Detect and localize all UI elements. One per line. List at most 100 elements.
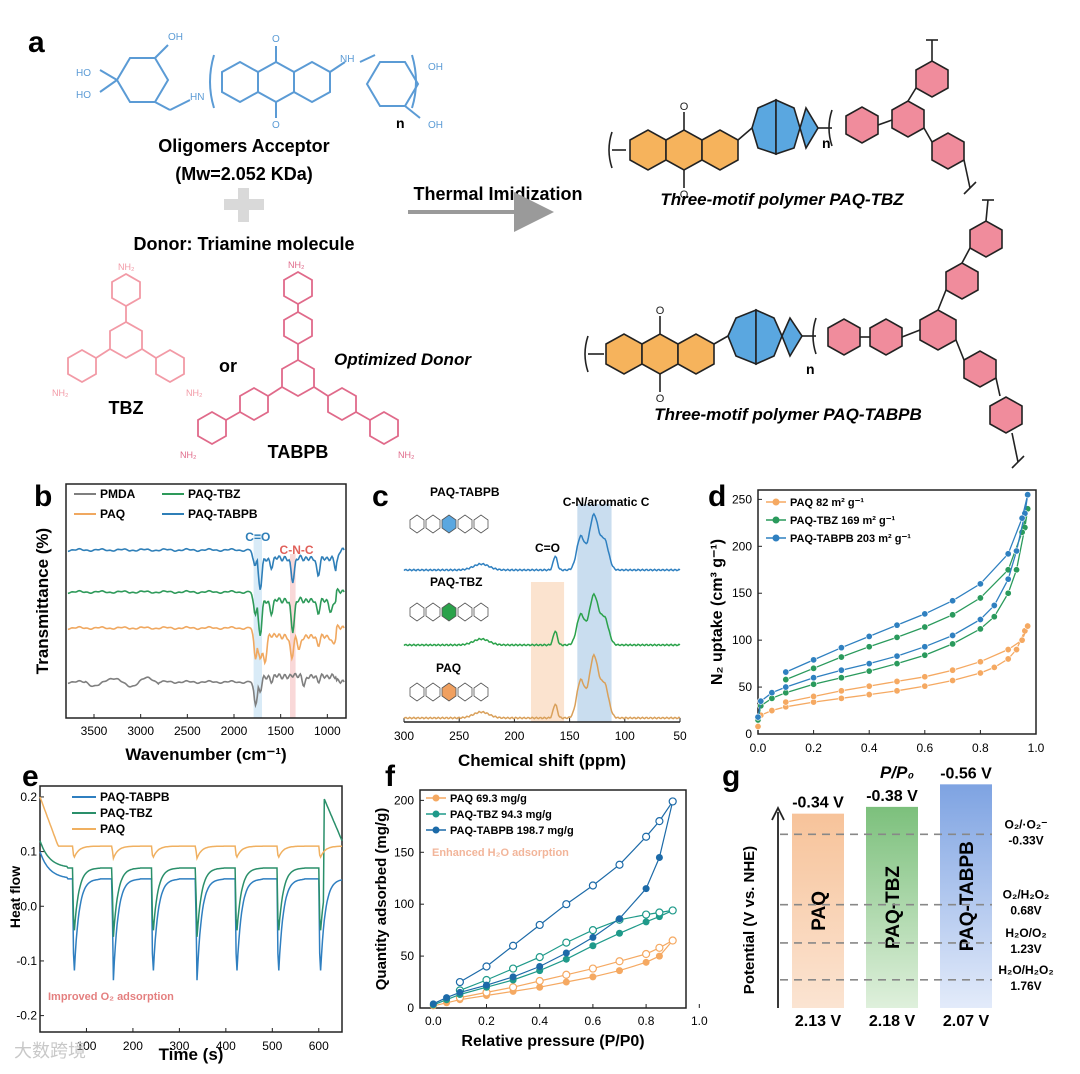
desorption-point (668, 906, 677, 915)
legend-label: PAQ-TABPB 198.7 mg/g (450, 825, 574, 837)
annotation: Enhanced H₂O adsorption (432, 847, 569, 859)
y-axis-arrowhead (771, 805, 785, 821)
data-point (976, 658, 984, 666)
oligomer-n: n (396, 115, 405, 131)
series-line-paq (67, 623, 345, 666)
adsorption-point (642, 918, 650, 926)
adsorption-point (589, 933, 597, 941)
oligomer-mw: (Mw=2.052 KDa) (175, 164, 313, 184)
x-tick-label: 100 (76, 1039, 96, 1053)
data-point (1004, 575, 1012, 583)
adsorption-point (443, 994, 451, 1002)
panel-label-a: a (28, 26, 45, 59)
x-tick-label: 0.6 (585, 1014, 602, 1028)
data-point (921, 610, 929, 618)
svg-text:O: O (272, 34, 280, 45)
x-tick-label: 300 (169, 1039, 189, 1053)
band-cnc (290, 554, 296, 718)
adsorption-point (589, 942, 597, 950)
legend-label: PAQ-TBZ 94.3 mg/g (450, 809, 552, 821)
tbz-label: TBZ (109, 398, 144, 418)
tabpb-label: TABPB (268, 442, 329, 462)
data-point (754, 713, 762, 721)
x-tick-label: 0.2 (805, 741, 822, 755)
band-bar-paq (792, 813, 844, 1008)
desorption-point (641, 949, 651, 959)
x-axis-label: P/P₀ (880, 763, 914, 782)
data-point (810, 656, 818, 664)
y-tick-label: 250 (732, 492, 752, 506)
adsorption-point (616, 915, 623, 923)
data-point (976, 616, 984, 624)
data-point (1013, 646, 1021, 654)
redox-level-name: O₂/·O₂⁻ (1005, 817, 1048, 831)
adsorption-point (483, 981, 490, 989)
plus-icon (224, 188, 264, 222)
x-tick-label: 0.8 (972, 741, 989, 755)
legend-label: PAQ-TABPB 203 m² g⁻¹ (790, 533, 911, 545)
desorption-point (562, 938, 571, 947)
desorption-point (655, 943, 664, 952)
desorption-point (455, 977, 464, 987)
svg-text:NH₂: NH₂ (288, 260, 305, 270)
molecule-ring (409, 682, 425, 702)
svg-text:NH: NH (340, 54, 354, 65)
annotation: Improved O₂ adsorption (48, 991, 174, 1003)
desorption-point (655, 817, 664, 826)
desorption-point (615, 860, 624, 869)
x-tick-label: 150 (560, 729, 580, 743)
series-line-pmda (67, 672, 345, 709)
adsorption-point (562, 978, 570, 986)
panel-f-axes (419, 789, 687, 1009)
data-point (976, 594, 984, 602)
desorption-point (482, 962, 491, 971)
y-axis-label: Potential (V vs. NHE) (741, 846, 758, 994)
isotherm-line (785, 625, 1029, 703)
redox-level-name: O₂/H₂O₂ (1003, 888, 1050, 902)
molecule-ring (441, 682, 457, 702)
tabpb-structure (197, 270, 399, 446)
band-top-label: -0.38 V (866, 788, 918, 805)
band-bottom-label: 2.13 V (795, 1013, 842, 1030)
x-tick-label: 0.0 (750, 741, 767, 755)
molecule-ring (473, 514, 489, 534)
desorption-point (641, 832, 651, 841)
x-axis-label: Time (s) (159, 1045, 224, 1064)
molecule-ring (457, 602, 473, 622)
svg-text:O: O (272, 120, 280, 131)
data-point (1004, 589, 1012, 597)
data-point (810, 680, 818, 688)
nmr-trace-paq-tbz (403, 592, 681, 647)
x-tick-label: 3000 (127, 724, 154, 738)
desorption-point (588, 881, 598, 890)
x-tick-label: 2500 (174, 724, 201, 738)
y-tick-label: 50 (401, 949, 415, 963)
band-co (253, 534, 262, 718)
svg-text:NH₂: NH₂ (186, 388, 203, 398)
thermal-imidization-label: Thermal Imidization (413, 184, 582, 204)
data-point (893, 621, 901, 629)
desorption-line (459, 909, 673, 991)
band-top-label: -0.34 V (792, 795, 844, 812)
isotherm-line (757, 625, 1029, 727)
data-point (893, 660, 901, 668)
x-tick-label: 0.2 (478, 1014, 495, 1028)
panel-label-d: d (708, 480, 726, 513)
x-tick-label: 300 (394, 729, 414, 743)
adsorption-point (562, 949, 570, 957)
adsorption-point (536, 962, 544, 970)
polymer-paq-tabpb-structure (584, 199, 1025, 469)
data-point (782, 698, 790, 706)
band-bottom-label: 2.18 V (869, 1013, 916, 1030)
svg-text:HO: HO (76, 68, 91, 79)
adsorption-point (509, 973, 517, 981)
svg-text:O: O (656, 305, 665, 317)
oligomer-title: Oligomers Acceptor (158, 136, 329, 156)
desorption-point (535, 920, 544, 930)
svg-text:OH: OH (428, 62, 443, 73)
heatflow-line-paq-tabpb (39, 851, 343, 981)
annotation-aromatic: C-N/aromatic C (563, 495, 650, 509)
x-tick-label: 0.8 (638, 1014, 655, 1028)
x-tick-label: 500 (262, 1039, 282, 1053)
